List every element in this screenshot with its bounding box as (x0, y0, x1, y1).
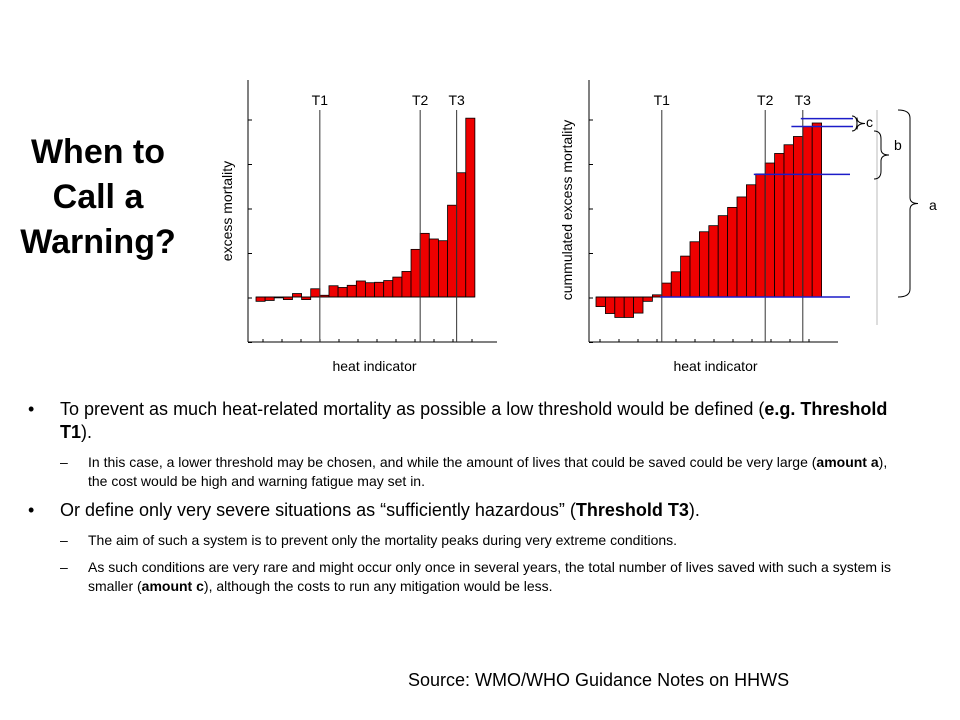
left-bar (428, 238, 439, 298)
text-run: As such conditions are very rare and mig… (88, 559, 892, 594)
text-run: ). (81, 422, 93, 442)
sub-bullet-text: The aim of such a system is to prevent o… (88, 531, 677, 550)
text-run: Or define only very severe situations as… (60, 500, 576, 520)
left-bar (374, 281, 385, 298)
right-bar (802, 126, 813, 298)
right-bar (793, 136, 804, 298)
left-bar (292, 293, 303, 298)
right-bar (783, 144, 794, 298)
right-bar (736, 196, 747, 298)
left-bar (401, 271, 412, 298)
right-bar (699, 231, 710, 298)
right-bar (680, 255, 691, 298)
sub-bullet-item: – The aim of such a system is to prevent … (60, 531, 908, 550)
right-bar (633, 296, 644, 314)
bullet-icon: • (28, 399, 35, 419)
left-bar (456, 172, 467, 298)
left-bar (437, 240, 448, 298)
bold-text: Threshold T3 (575, 500, 689, 520)
bracket-label-c: c (866, 114, 873, 130)
left-bar (310, 288, 321, 298)
bullet-item: • To prevent as much heat-related mortali… (28, 398, 908, 444)
sub-bullet-text: In this case, a lower threshold may be c… (88, 453, 908, 491)
bracket-label-a: a (929, 197, 937, 213)
sub-bullet-item: – As such conditions are very rare and mi… (60, 558, 908, 596)
left-bar (447, 204, 458, 298)
bold-text: amount a (816, 454, 879, 470)
bold-text: e.g. Threshold T1 (60, 399, 888, 442)
right-bar (605, 296, 616, 314)
left-bar (465, 117, 476, 298)
right-bar (764, 162, 776, 298)
right-bar (595, 296, 606, 307)
left-bar (264, 296, 275, 301)
right-bar (717, 215, 729, 298)
text-run: In this case, a lower threshold may be c… (88, 454, 817, 470)
right-bar (755, 173, 766, 298)
source-note: Source: WMO/WHO Guidance Notes on HHWS (408, 670, 790, 690)
text-run: ), the cost would be high and warning fa… (88, 454, 888, 489)
bracket-c-icon (851, 115, 866, 132)
left-bar (392, 276, 403, 298)
left-threshold-label: T2 (412, 92, 429, 108)
left-bar (328, 285, 339, 298)
sub-bullet-item: – In this case, a lower threshold may be … (60, 453, 908, 491)
left-bar (337, 287, 348, 298)
left-bar (346, 284, 357, 298)
left-threshold-label: T1 (312, 92, 329, 108)
right-bar (661, 282, 672, 298)
left-bar (419, 232, 430, 298)
left-bar (410, 248, 421, 298)
bullet-icon: • (28, 500, 35, 520)
text-run: The aim of such a system is to prevent o… (88, 532, 678, 548)
dash-icon: – (60, 454, 68, 470)
left-y-axis-label: excess mortality (219, 161, 235, 261)
right-bar (614, 296, 625, 318)
right-bar (727, 206, 738, 298)
right-threshold-label: T3 (795, 92, 812, 108)
dash-icon: – (60, 559, 68, 575)
right-bar (623, 296, 635, 318)
bullet-item: • Or define only very severe situations a… (28, 499, 908, 522)
bracket-b-icon (873, 130, 890, 180)
text-run: ), although the costs to run any mitigat… (203, 578, 553, 594)
dash-icon: – (60, 532, 68, 548)
right-bar (811, 122, 823, 298)
text-run: ). (688, 500, 700, 520)
bracket-a-icon (897, 109, 919, 298)
right-x-axis-label: heat indicator (673, 358, 757, 374)
bullet-text: Or define only very severe situations as… (60, 499, 700, 522)
left-bar (355, 280, 366, 298)
left-bar (383, 280, 394, 298)
right-threshold-label: T1 (654, 92, 671, 108)
bracket-label-b: b (894, 137, 902, 153)
left-bar (365, 282, 375, 298)
left-x-axis-label: heat indicator (332, 358, 416, 374)
right-threshold-label: T2 (757, 92, 774, 108)
text-run: To prevent as much heat-related mortalit… (60, 399, 765, 419)
right-bar (746, 184, 757, 298)
slide-title: When to Call a Warning? (20, 133, 176, 261)
bullet-text: To prevent as much heat-related mortalit… (60, 398, 908, 444)
right-bar (708, 225, 719, 298)
right-bar (689, 241, 700, 298)
right-y-axis-label: cummulated excess mortality (559, 120, 575, 301)
right-bar (642, 296, 653, 302)
left-threshold-label: T3 (448, 92, 465, 108)
sub-bullet-text: As such conditions are very rare and mig… (88, 558, 908, 596)
right-bar (670, 271, 682, 298)
bold-text: amount c (141, 578, 204, 594)
left-bar (255, 296, 266, 302)
bullet-list: • To prevent as much heat-related mortali… (28, 398, 908, 604)
